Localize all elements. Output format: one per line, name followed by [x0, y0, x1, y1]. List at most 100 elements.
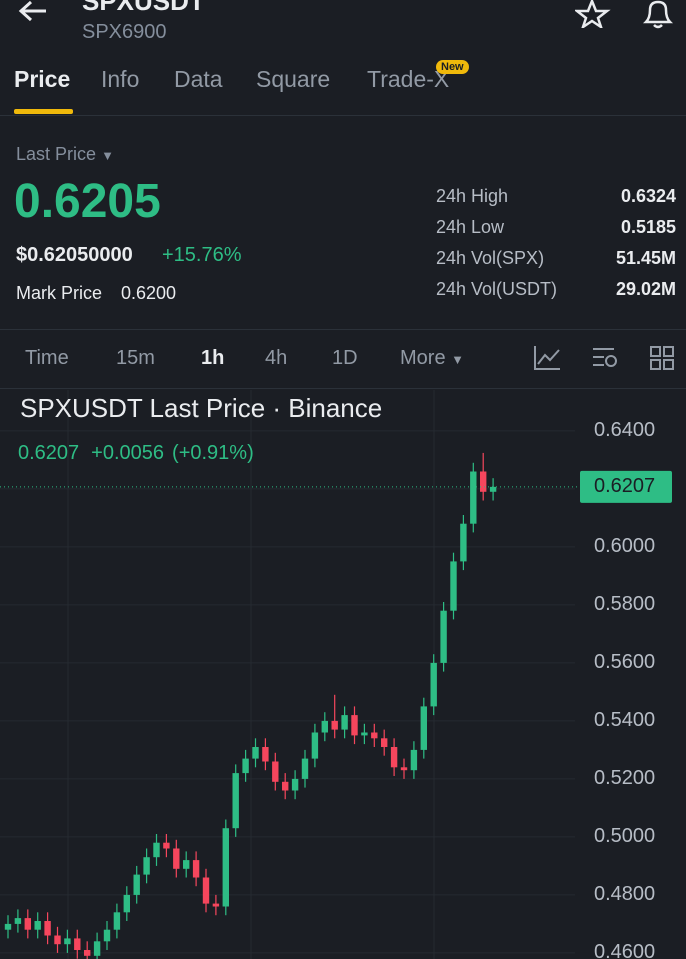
candle-body	[480, 471, 487, 492]
candle-body	[242, 758, 249, 774]
interval[interactable]: Time	[25, 347, 69, 369]
candle-body	[272, 761, 279, 782]
indicator-icon[interactable]	[532, 344, 562, 372]
candle-body	[232, 773, 239, 829]
legend-percent: (+0.91%)	[172, 442, 254, 464]
legend: 0.6207 +0.0056 (+0.91%)	[18, 442, 254, 464]
candle-body	[430, 662, 437, 707]
candle-body	[103, 929, 111, 942]
pair-subtitle: SPX6900	[82, 21, 167, 43]
y-tick-label: 0.4600	[594, 941, 655, 959]
layout-icon[interactable]	[648, 344, 678, 372]
last-price-label[interactable]: Last Price ▼	[16, 144, 114, 165]
candle-body	[14, 918, 22, 924]
candle-body	[400, 767, 408, 771]
usd-price: $0.62050000	[16, 244, 133, 266]
candle-body	[133, 874, 140, 895]
y-tick-label: 0.4800	[594, 883, 655, 905]
candle-body	[371, 732, 378, 739]
candle-body	[321, 720, 328, 733]
stat-label: 24h Vol(USDT)	[436, 279, 558, 299]
y-tick-label: 0.5200	[594, 767, 655, 789]
stat-value: 0.5185	[620, 217, 676, 237]
candle-body	[301, 758, 309, 779]
candle-body	[34, 921, 41, 930]
tab[interactable]: Trade-X	[367, 66, 450, 92]
candle-body	[163, 842, 170, 849]
candle-body	[291, 778, 299, 791]
candle-body	[252, 747, 259, 759]
pair-title: SPXUSDT	[82, 0, 205, 16]
candle-body	[331, 720, 338, 730]
interval[interactable]: 15m	[116, 347, 155, 369]
candle-body	[202, 877, 210, 904]
candle-body	[44, 921, 51, 936]
legend-change: +0.0056	[91, 442, 164, 464]
stat-value: 51.45M	[615, 248, 676, 268]
dropdown-caret: ▼	[451, 352, 465, 367]
candle-body	[489, 486, 497, 492]
candle-body	[173, 848, 180, 869]
legend-close: 0.6207	[18, 442, 79, 464]
back-arrow[interactable]	[16, 0, 50, 26]
candle-body	[410, 749, 418, 771]
mark-price: 0.6200	[121, 283, 177, 303]
candle-body	[153, 842, 160, 858]
candle-body	[390, 747, 398, 768]
candle-body	[64, 938, 71, 945]
candle-body	[361, 732, 368, 736]
candle-body	[262, 747, 269, 762]
bell-icon[interactable]	[640, 0, 676, 30]
candle-body	[192, 860, 200, 878]
candle-body	[460, 523, 467, 562]
candle-body	[212, 903, 220, 907]
y-tick-label: 0.6400	[594, 419, 655, 441]
stat-label: 24h Low	[436, 217, 505, 237]
candle-body	[4, 923, 12, 930]
candle-body	[440, 610, 447, 663]
y-tick-label: 0.5000	[594, 825, 655, 847]
candlestick-chart: SPXUSDT Last Price · Binance 0.6207 +0.00…	[0, 390, 672, 959]
chart-title: SPXUSDT Last Price · Binance	[20, 393, 382, 423]
y-tick-label: 0.5800	[594, 593, 655, 615]
interval[interactable]: More ▼	[400, 347, 464, 370]
candle-body	[222, 828, 229, 907]
candle-body	[74, 938, 81, 951]
candle-body	[183, 860, 190, 869]
overlay: 0.64000.62000.60000.58000.56000.54000.52…	[0, 419, 672, 959]
candle-body	[84, 950, 91, 956]
candle-body	[450, 561, 457, 611]
stat-value: 0.6324	[620, 186, 676, 206]
tab[interactable]: Price	[14, 66, 71, 92]
tab[interactable]: Data	[174, 66, 223, 92]
candle-body	[351, 715, 358, 736]
tab[interactable]: Square	[256, 66, 331, 92]
y-tick-label: 0.5400	[594, 709, 655, 731]
tab-indicator	[14, 109, 73, 114]
stat-label: 24h Vol(SPX)	[436, 248, 545, 268]
favorite-star[interactable]	[575, 0, 611, 28]
candle-body	[282, 781, 289, 791]
label-text: Last Price	[16, 144, 97, 164]
last-price: 0.6205	[14, 175, 161, 228]
tab[interactable]: Info	[101, 66, 140, 92]
interval[interactable]: 1D	[332, 347, 358, 369]
y-tick-label: 0.5600	[594, 651, 655, 673]
interval[interactable]: 4h	[265, 347, 288, 369]
interval[interactable]: 1h	[201, 347, 225, 369]
candle-body	[143, 857, 150, 875]
candle-body	[311, 732, 319, 759]
candle-body	[470, 471, 477, 524]
price-tag-label: 0.6207	[594, 475, 655, 497]
price-change: +15.76%	[162, 244, 242, 266]
candle-body	[123, 894, 130, 913]
candle-body	[93, 941, 101, 956]
candle-body	[54, 935, 61, 945]
stat-value: 29.02M	[615, 279, 676, 299]
mark-price-label: Mark Price	[16, 283, 103, 303]
settings-icon[interactable]	[590, 344, 620, 372]
stat-label: 24h High	[436, 186, 509, 206]
new-badge: New	[436, 60, 469, 74]
y-tick-label: 0.6000	[594, 535, 655, 557]
